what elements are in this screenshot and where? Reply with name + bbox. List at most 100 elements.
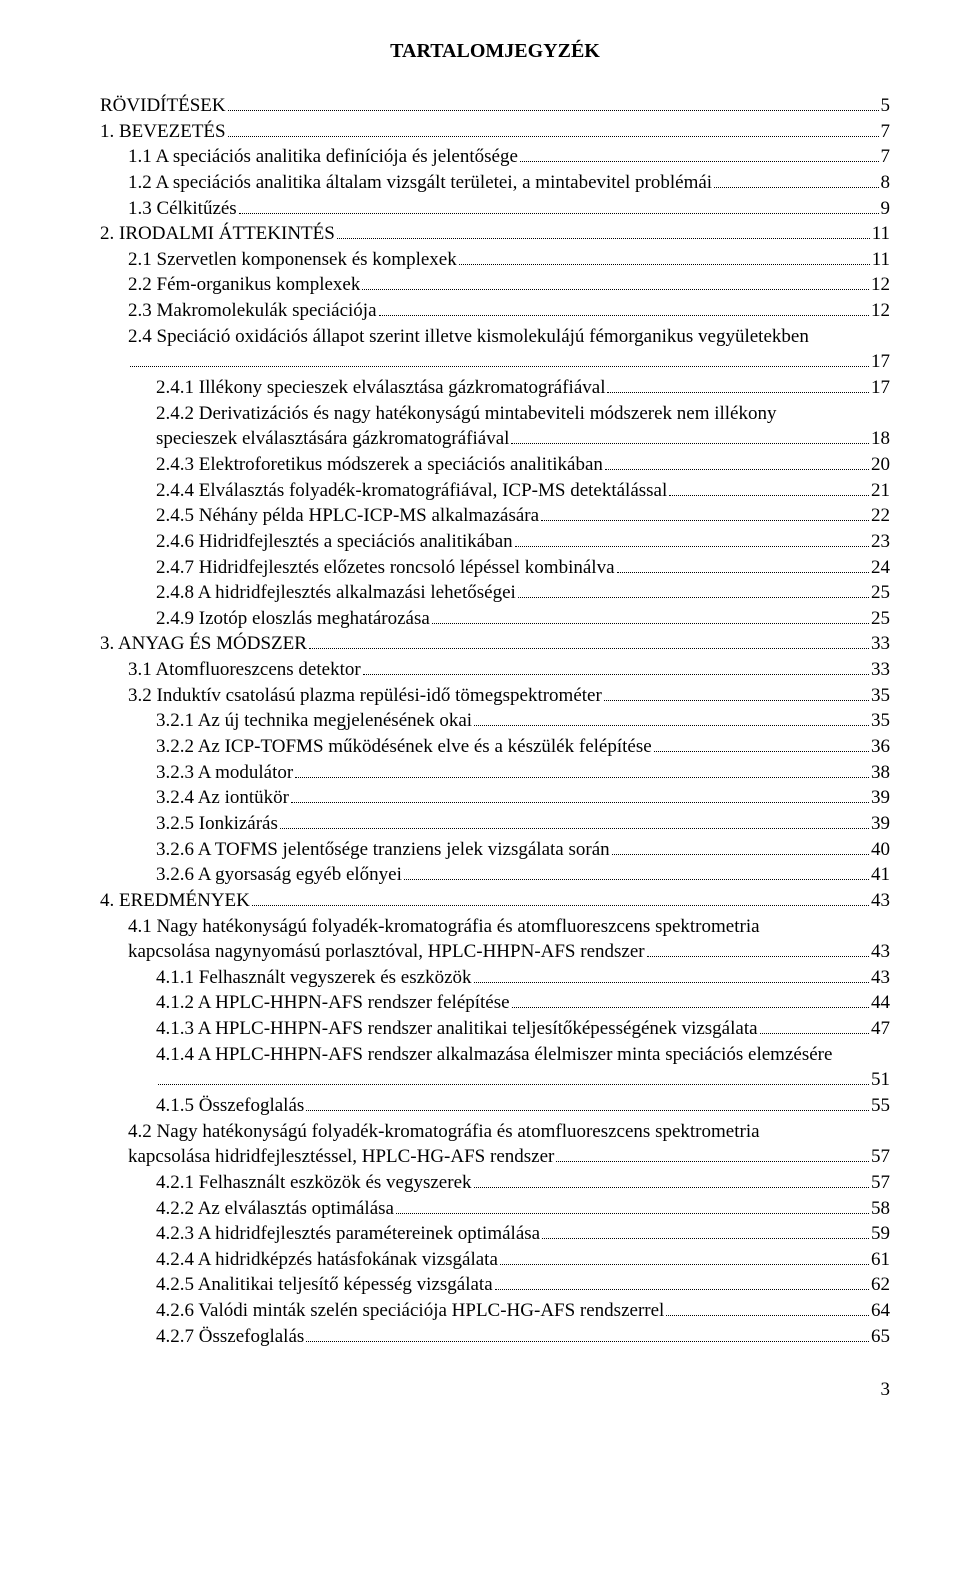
toc-entry: 3.2.1 Az új technika megjelenésének okai… xyxy=(100,708,890,734)
toc-entry-page: 64 xyxy=(871,1298,890,1324)
toc-leader-dots xyxy=(432,623,869,624)
toc-leader-dots xyxy=(474,725,869,726)
toc-entry-page: 65 xyxy=(871,1324,890,1350)
toc-entry-page: 57 xyxy=(871,1144,890,1170)
toc-entry-text: 1.2 A speciációs analitika általam vizsg… xyxy=(128,170,712,196)
toc-leader-dots xyxy=(228,110,879,111)
toc-entry-text: RÖVIDÍTÉSEK xyxy=(100,93,226,119)
toc-entry: 3.2.6 A TOFMS jelentősége tranziens jele… xyxy=(100,837,890,863)
toc-entry-text: 4. EREDMÉNYEK xyxy=(100,888,250,914)
toc-leader-dots xyxy=(666,1315,869,1316)
toc-entry-text: 3.2.3 A modulátor xyxy=(156,760,293,786)
toc-entry-page: 21 xyxy=(871,478,890,504)
toc-entry-text: 2.4.2 Derivatizációs és nagy hatékonyság… xyxy=(156,401,777,427)
toc-entry: 2.3 Makromolekulák speciációja12 xyxy=(100,298,890,324)
toc-leader-dots xyxy=(515,546,869,547)
toc-entry-page: 35 xyxy=(871,708,890,734)
toc-entry-page: 24 xyxy=(871,555,890,581)
page-title: TARTALOMJEGYZÉK xyxy=(100,40,890,63)
toc-entry-text: 3.2.2 Az ICP-TOFMS működésének elve és a… xyxy=(156,734,652,760)
toc-entry-page: 36 xyxy=(871,734,890,760)
toc-entry: 3.2.2 Az ICP-TOFMS működésének elve és a… xyxy=(100,734,890,760)
toc-entry: 3.2.5 Ionkizárás39 xyxy=(100,811,890,837)
toc-entry-page: 41 xyxy=(871,862,890,888)
toc-entry-page: 59 xyxy=(871,1221,890,1247)
toc-entry-text: 2. IRODALMI ÁTTEKINTÉS xyxy=(100,221,335,247)
toc-leader-dots xyxy=(228,136,879,137)
toc-entry-text: 4.1.2 A HPLC-HHPN-AFS rendszer felépítés… xyxy=(156,990,510,1016)
toc-leader-dots xyxy=(512,1007,869,1008)
toc-entry-text: 2.4.3 Elektroforetikus módszerek a speci… xyxy=(156,452,603,478)
toc-entry-page: 61 xyxy=(871,1247,890,1273)
toc-leader-dots xyxy=(607,392,869,393)
toc-leader-dots xyxy=(239,213,879,214)
toc-leader-dots xyxy=(542,1238,869,1239)
toc-entry-page: 55 xyxy=(871,1093,890,1119)
toc-entry-text: 4.2.1 Felhasznált eszközök és vegyszerek xyxy=(156,1170,472,1196)
toc-entry: 1.1 A speciációs analitika definíciója é… xyxy=(100,144,890,170)
toc-leader-dots xyxy=(518,597,869,598)
toc-entry-text: 4.2.6 Valódi minták szelén speciációja H… xyxy=(156,1298,664,1324)
toc-entry-page: 51 xyxy=(871,1067,890,1093)
toc-entry-page: 62 xyxy=(871,1272,890,1298)
toc-entry: 3. ANYAG ÉS MÓDSZER33 xyxy=(100,631,890,657)
toc-entry: 3.2.4 Az iontükör39 xyxy=(100,785,890,811)
toc-entry-text: 2.3 Makromolekulák speciációja xyxy=(128,298,377,324)
toc-leader-dots xyxy=(306,1341,869,1342)
toc-entry-continuation: specieszek elválasztására gázkromatográf… xyxy=(100,426,890,452)
toc-entry-page: 40 xyxy=(871,837,890,863)
toc-leader-dots xyxy=(291,802,869,803)
toc-entry: 4.2.7 Összefoglalás65 xyxy=(100,1324,890,1350)
toc-entry: 2.4.9 Izotóp eloszlás meghatározása25 xyxy=(100,606,890,632)
toc-entry: 1.2 A speciációs analitika általam vizsg… xyxy=(100,170,890,196)
toc-entry: 4.2.6 Valódi minták szelén speciációja H… xyxy=(100,1298,890,1324)
toc-leader-dots xyxy=(495,1289,869,1290)
toc-entry-page: 7 xyxy=(881,119,891,145)
toc-entry-page: 11 xyxy=(872,247,890,273)
toc-entry: 4.2.4 A hidridképzés hatásfokának vizsgá… xyxy=(100,1247,890,1273)
toc-leader-dots xyxy=(556,1161,869,1162)
toc-entry-page: 23 xyxy=(871,529,890,555)
toc-entry-text: 3.2.1 Az új technika megjelenésének okai xyxy=(156,708,472,734)
toc-leader-dots xyxy=(379,315,869,316)
toc-entry-text: 2.2 Fém-organikus komplexek xyxy=(128,272,360,298)
toc-entry-text: 4.1.1 Felhasznált vegyszerek és eszközök xyxy=(156,965,472,991)
toc-entry-page: 5 xyxy=(881,93,891,119)
toc-entry: 2.4.8 A hidridfejlesztés alkalmazási leh… xyxy=(100,580,890,606)
toc-entry-text: 4.1.5 Összefoglalás xyxy=(156,1093,304,1119)
toc-entry-page: 12 xyxy=(871,272,890,298)
toc-entry: 1. BEVEZETÉS7 xyxy=(100,119,890,145)
toc-entry-text: 4.2.4 A hidridképzés hatásfokának vizsgá… xyxy=(156,1247,498,1273)
toc-entry-page: 20 xyxy=(871,452,890,478)
toc-entry-text: 2.4.8 A hidridfejlesztés alkalmazási leh… xyxy=(156,580,516,606)
toc-entry: 2.4 Speciáció oxidációs állapot szerint … xyxy=(100,324,890,350)
toc-entry: 2.4.2 Derivatizációs és nagy hatékonyság… xyxy=(100,401,890,427)
toc-leader-dots xyxy=(309,648,869,649)
toc-entry-text: 2.4.5 Néhány példa HPLC-ICP-MS alkalmazá… xyxy=(156,503,539,529)
toc-entry: 2.4.3 Elektroforetikus módszerek a speci… xyxy=(100,452,890,478)
toc-entry-text: 4.1.4 A HPLC-HHPN-AFS rendszer alkalmazá… xyxy=(156,1042,832,1068)
toc-entry-text: 4.2.5 Analitikai teljesítő képesség vizs… xyxy=(156,1272,493,1298)
toc-leader-dots xyxy=(612,854,869,855)
toc-entry-text: 4.2.2 Az elválasztás optimálása xyxy=(156,1196,394,1222)
toc-leader-dots xyxy=(604,700,869,701)
toc-entry-text: 4.2.3 A hidridfejlesztés paramétereinek … xyxy=(156,1221,540,1247)
toc-entry-text: 2.4.6 Hidridfejlesztés a speciációs anal… xyxy=(156,529,513,555)
toc-container: RÖVIDÍTÉSEK 51. BEVEZETÉS71.1 A speciáció… xyxy=(100,93,890,1349)
toc-entry-text: specieszek elválasztására gázkromatográf… xyxy=(156,426,509,452)
toc-leader-dots xyxy=(760,1033,869,1034)
toc-entry: 4.1.2 A HPLC-HHPN-AFS rendszer felépítés… xyxy=(100,990,890,1016)
toc-entry: 4.2.1 Felhasznált eszközök és vegyszerek… xyxy=(100,1170,890,1196)
toc-entry-continuation: 17 xyxy=(100,349,890,375)
toc-entry-text: 2.4.7 Hidridfejlesztés előzetes roncsoló… xyxy=(156,555,615,581)
toc-leader-dots xyxy=(252,905,869,906)
toc-leader-dots xyxy=(654,751,869,752)
toc-entry-text: 3.2 Induktív csatolású plazma repülési-i… xyxy=(128,683,602,709)
toc-entry-page: 57 xyxy=(871,1170,890,1196)
toc-entry: 2.4.1 Illékony specieszek elválasztása g… xyxy=(100,375,890,401)
toc-entry-text: 2.4.1 Illékony specieszek elválasztása g… xyxy=(156,375,605,401)
toc-entry-page: 9 xyxy=(881,196,891,222)
toc-entry-page: 7 xyxy=(881,144,891,170)
toc-leader-dots xyxy=(396,1213,869,1214)
toc-entry: 4.1.4 A HPLC-HHPN-AFS rendszer alkalmazá… xyxy=(100,1042,890,1068)
